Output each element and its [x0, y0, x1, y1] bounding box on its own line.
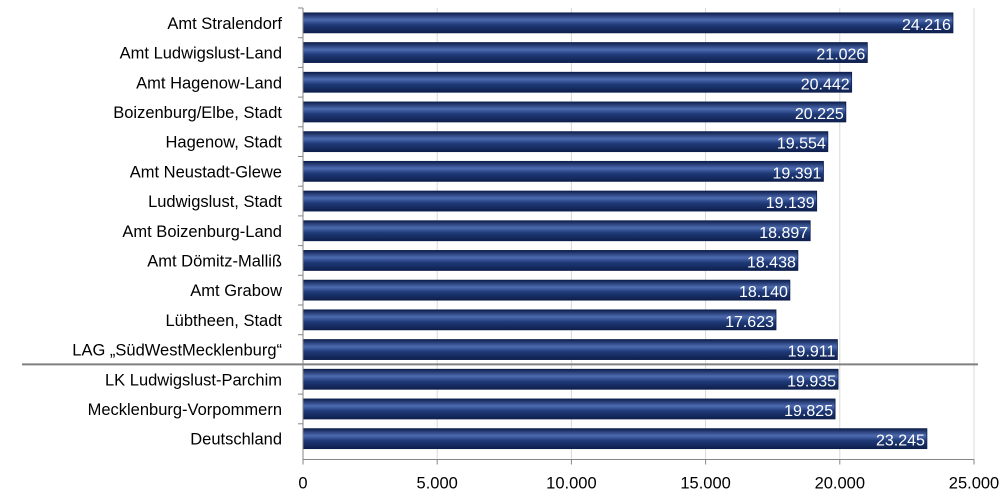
- value-label: 24.216: [902, 17, 951, 34]
- category-label: Amt Stralendorf: [167, 15, 282, 33]
- value-label: 17.623: [725, 314, 774, 331]
- category-label: Amt Hagenow-Land: [136, 74, 282, 92]
- value-label: 19.554: [777, 136, 826, 153]
- category-label: Mecklenburg-Vorpommern: [88, 401, 282, 419]
- category-label: LAG „SüdWestMecklenburg“: [72, 342, 282, 360]
- x-tick-label: 15.000: [680, 475, 730, 493]
- bar: [302, 190, 818, 212]
- value-label: 20.225: [795, 106, 844, 123]
- value-label: 20.442: [801, 76, 850, 93]
- bar: [302, 398, 836, 420]
- bar: [302, 71, 853, 93]
- labels: 0 5.000 10.000 15.000 20.000 25.000 Amt Strale…: [72, 15, 999, 493]
- category-label: Amt Dömitz-Malliß: [147, 252, 282, 270]
- bar: [302, 12, 954, 34]
- category-label: Ludwigslust, Stadt: [148, 193, 282, 211]
- value-label: 19.139: [766, 195, 815, 212]
- category-label: Amt Neustadt-Glewe: [130, 163, 282, 181]
- axes: [22, 7, 978, 465]
- bar: [302, 339, 838, 360]
- bar: [302, 101, 847, 123]
- bar: [302, 160, 824, 182]
- bars: [302, 12, 954, 450]
- x-tick-label: 10.000: [546, 475, 596, 493]
- value-label: 19.391: [773, 165, 822, 182]
- bar: [302, 279, 791, 301]
- bar: [302, 428, 928, 450]
- x-tick-label: 5.000: [417, 475, 458, 493]
- bar: [302, 309, 777, 331]
- bar: [302, 368, 839, 390]
- category-label: Hagenow, Stadt: [166, 134, 283, 152]
- x-tick-label: 20.000: [815, 475, 865, 493]
- category-label: Lübtheen, Stadt: [165, 312, 282, 330]
- x-tick-label: 25.000: [949, 475, 999, 493]
- value-label: 18.897: [759, 225, 808, 242]
- category-label: Amt Grabow: [190, 282, 282, 300]
- category-label: LK Ludwigslust-Parchim: [105, 371, 282, 389]
- value-label: 21.026: [816, 47, 865, 64]
- bar: [302, 250, 799, 271]
- bar: [302, 131, 829, 153]
- category-label: Deutschland: [190, 431, 282, 449]
- value-label: 19.825: [784, 403, 833, 420]
- value-label: 19.911: [788, 344, 836, 361]
- bar: [302, 42, 868, 63]
- category-label: Amt Ludwigslust-Land: [120, 45, 282, 63]
- x-tick-label: 0: [298, 475, 307, 493]
- value-label: 19.935: [787, 373, 836, 390]
- value-label: 18.140: [739, 284, 788, 301]
- value-label: 23.245: [876, 433, 925, 450]
- category-label: Boizenburg/Elbe, Stadt: [113, 104, 282, 122]
- bar: [302, 220, 811, 242]
- value-label: 18.438: [747, 254, 796, 271]
- category-label: Amt Boizenburg-Land: [122, 223, 282, 241]
